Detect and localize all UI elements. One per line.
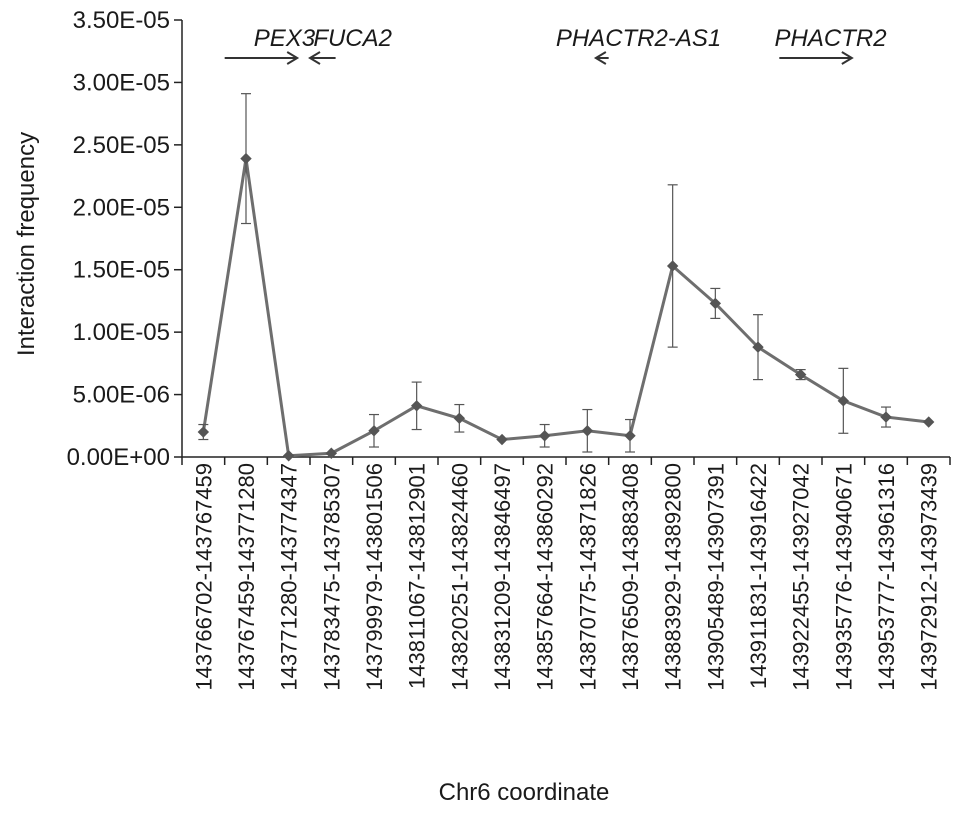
y-axis: 0.00E+00 5.00E-06 1.00E-05 1.50E-05 2.00E-05… xyxy=(67,7,183,471)
y-tick-label: 2.00E-05 xyxy=(73,194,170,221)
data-point xyxy=(752,341,764,353)
gene-label: PHACTR2 xyxy=(775,25,887,52)
plot-series xyxy=(197,93,935,462)
x-tick-label: 143767459-143771280 xyxy=(234,463,259,691)
y-tick-label: 1.00E-05 xyxy=(73,319,170,346)
data-point xyxy=(538,430,551,442)
data-point xyxy=(581,425,594,437)
data-point xyxy=(410,400,423,412)
data-point xyxy=(325,447,338,459)
gene-arrow-head xyxy=(593,51,607,65)
data-point xyxy=(240,152,252,165)
data-point xyxy=(197,426,210,438)
x-tick-label: 143953777-143961316 xyxy=(874,463,899,691)
x-tick-label: 143811067-143812901 xyxy=(405,463,430,689)
gene-label: FUCA2 xyxy=(313,25,392,52)
data-point xyxy=(624,430,636,442)
x-tick-label: 143831209-143846497 xyxy=(490,463,515,691)
x-tick-label: 143766702-143767459 xyxy=(191,463,216,691)
x-tick-label: 143799979-143801506 xyxy=(362,463,387,691)
y-axis-title: Interaction frequency xyxy=(13,132,40,356)
gene-arrow-head xyxy=(286,51,300,65)
data-point xyxy=(282,450,295,462)
data-point xyxy=(368,425,380,437)
data-point xyxy=(453,412,466,425)
x-axis-title: Chr6 coordinate xyxy=(439,779,610,806)
x-tick-label: 143857664-143860292 xyxy=(533,463,558,691)
x-tick-label: 143820251-143824460 xyxy=(447,463,472,691)
data-point xyxy=(709,297,722,310)
x-tick-label: 143935776-143940671 xyxy=(831,463,856,691)
x-axis: 143766702-143767459 143767459-143771280 14… xyxy=(181,456,951,691)
y-tick-label: 5.00E-06 xyxy=(73,382,170,409)
x-tick-label: 143870775-143871826 xyxy=(575,463,600,691)
data-point xyxy=(666,260,679,272)
x-tick-label: 143972912-143973439 xyxy=(917,463,942,691)
y-tick-label: 2.50E-05 xyxy=(73,132,170,159)
data-point xyxy=(880,411,892,423)
gene-label: PHACTR2-AS1 xyxy=(556,25,721,52)
x-tick-label: 143883929-143892800 xyxy=(661,463,686,691)
gene-label: PEX3 xyxy=(254,25,316,52)
y-tick-label: 3.00E-05 xyxy=(73,69,170,96)
x-tick-label: 143783475-143785307 xyxy=(319,463,344,691)
gene-arrow-head xyxy=(308,51,321,65)
y-tick-label: 0.00E+00 xyxy=(67,444,170,471)
x-tick-label: 143911831-143916422 xyxy=(746,463,771,689)
data-point xyxy=(496,433,508,446)
gene-arrow-head xyxy=(841,51,854,65)
y-tick-label: 1.50E-05 xyxy=(73,257,170,284)
data-point xyxy=(837,395,850,407)
x-tick-label: 143876509-143883408 xyxy=(618,463,643,691)
x-tick-label: 143905489-143907391 xyxy=(703,463,728,691)
data-point xyxy=(794,368,807,381)
x-tick-label: 143922455-143927042 xyxy=(789,463,814,691)
y-tick-label: 3.50E-05 xyxy=(73,7,170,34)
x-tick-label: 143771280-143774347 xyxy=(277,463,302,691)
series-line xyxy=(201,158,929,458)
data-point xyxy=(922,416,935,428)
